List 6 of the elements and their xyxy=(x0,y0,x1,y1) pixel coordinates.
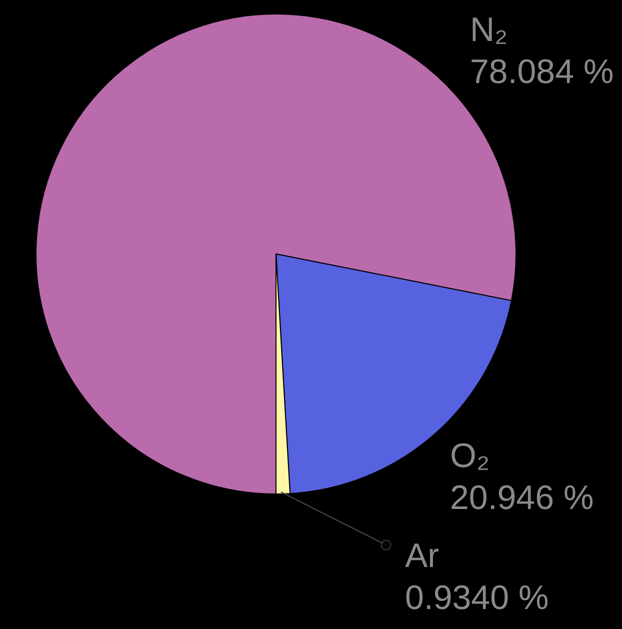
slice-label: N₂ xyxy=(470,11,508,49)
data-label: 20.946 % xyxy=(450,479,594,517)
slice-label: O₂ xyxy=(450,437,490,475)
data-label: 0.9340 % xyxy=(405,579,549,617)
data-label: 78.084 % xyxy=(470,53,614,91)
slice-label: Ar xyxy=(405,537,439,575)
